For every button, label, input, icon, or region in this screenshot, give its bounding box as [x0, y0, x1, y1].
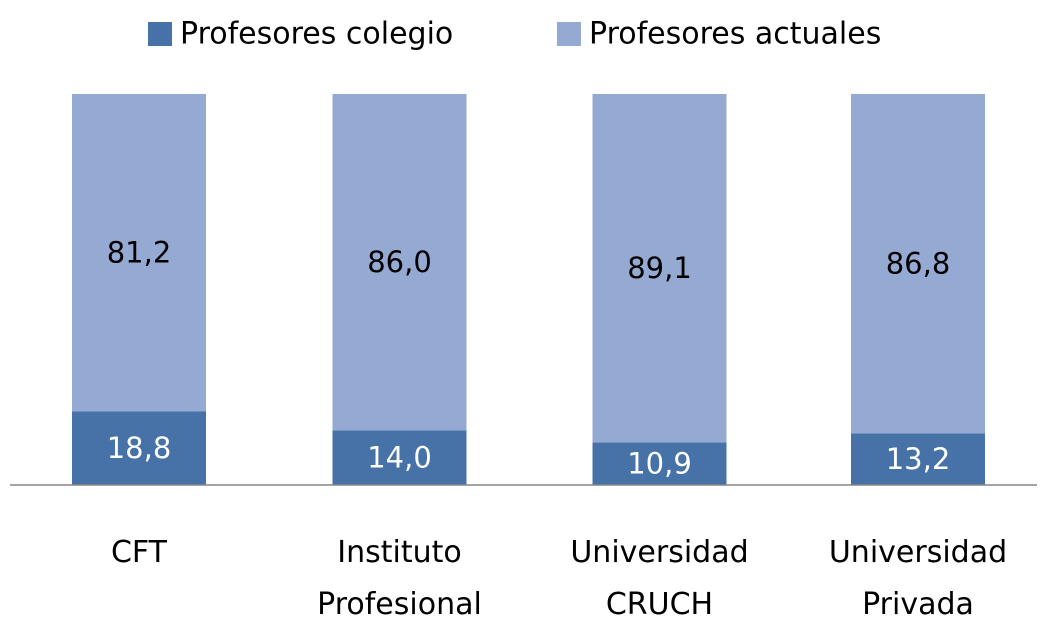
bar-segment [851, 94, 985, 434]
bar-segment [851, 433, 985, 485]
data-label: 10,9 [627, 447, 692, 481]
data-label: 86,8 [886, 247, 951, 281]
data-label: 86,0 [367, 245, 432, 279]
legend-swatch [557, 22, 581, 46]
x-tick-label: Universidad CRUCH [570, 535, 749, 622]
data-label: 14,0 [367, 441, 432, 475]
bar-segment [592, 94, 727, 443]
x-tick-label: Universidad Privada [828, 535, 1008, 622]
legend-label: Profesores actuales [589, 17, 881, 52]
bar-segment [592, 442, 727, 485]
legend-label: Profesores colegio [180, 17, 453, 52]
data-label: 81,2 [107, 236, 172, 270]
bar-segment [72, 411, 206, 485]
x-tick-label: Instituto Profesional [317, 535, 482, 622]
legend-swatch [148, 22, 172, 46]
data-label: 13,2 [886, 442, 951, 476]
x-tick-label: CFT [110, 535, 167, 570]
bar-segment [72, 94, 206, 412]
data-label: 89,1 [627, 251, 692, 285]
bar-segment [332, 430, 467, 485]
data-label: 18,8 [107, 431, 172, 465]
bar-segment [332, 94, 467, 431]
